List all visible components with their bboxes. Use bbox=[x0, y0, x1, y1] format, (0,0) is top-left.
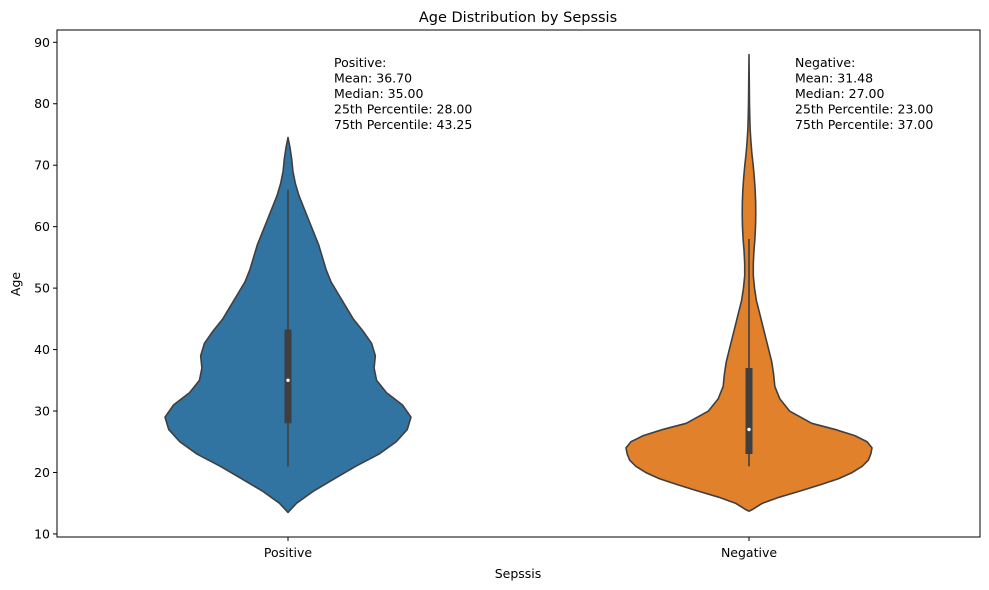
axes: 10 20 30 40 50 60 70 80 90 Positive Negative bbox=[34, 35, 777, 560]
y-tick-label: 10 bbox=[34, 526, 50, 541]
x-tick-label: Positive bbox=[264, 545, 312, 560]
x-axis-label: Sepssis bbox=[495, 566, 542, 581]
annotation-line: Median: 27.00 bbox=[795, 86, 884, 101]
annotation-line: 25th Percentile: 28.00 bbox=[334, 102, 472, 117]
annotation-line: 25th Percentile: 23.00 bbox=[795, 102, 933, 117]
y-tick-label: 90 bbox=[34, 35, 50, 50]
annotation-line: 75th Percentile: 43.25 bbox=[334, 117, 472, 132]
annotation-line: Median: 35.00 bbox=[334, 86, 423, 101]
annotation-line: Negative: bbox=[795, 55, 855, 70]
violin-iqr-box-positive bbox=[284, 329, 292, 424]
y-tick-label: 50 bbox=[34, 281, 50, 296]
annotation-line: 75th Percentile: 37.00 bbox=[795, 117, 933, 132]
violin-median-point-positive bbox=[286, 378, 290, 382]
x-tick-label: Negative bbox=[721, 545, 777, 560]
annotation-line: Positive: bbox=[334, 55, 386, 70]
annotation-line: Mean: 36.70 bbox=[334, 71, 412, 86]
y-tick-label: 30 bbox=[34, 404, 50, 419]
y-tick-label: 70 bbox=[34, 158, 50, 173]
y-tick-label: 40 bbox=[34, 342, 50, 357]
violin-median-point-negative bbox=[747, 427, 751, 432]
chart-title: Age Distribution by Sepssis bbox=[419, 10, 617, 26]
y-tick-label: 60 bbox=[34, 219, 50, 234]
y-tick-label: 20 bbox=[34, 465, 50, 480]
plot-frame bbox=[56, 29, 981, 538]
y-axis-label: Age bbox=[8, 272, 23, 296]
violin-iqr-box-negative bbox=[745, 368, 753, 455]
y-tick-label: 80 bbox=[34, 96, 50, 111]
annotation-line: Mean: 31.48 bbox=[795, 71, 873, 86]
